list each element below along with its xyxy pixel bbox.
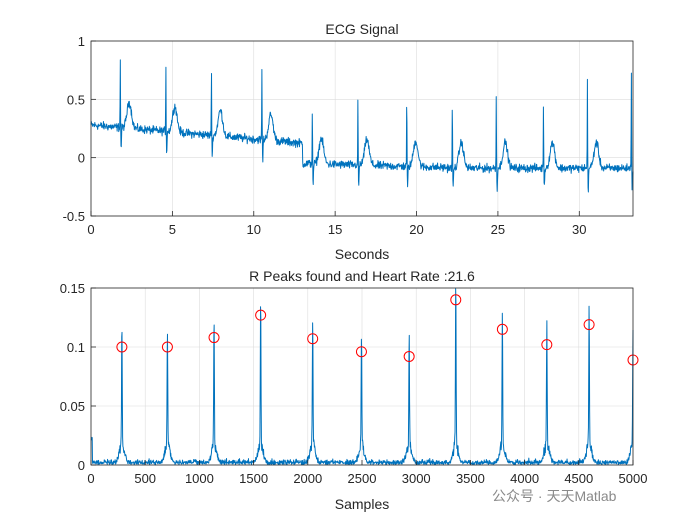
x-tick-label: 20 <box>409 222 423 237</box>
r-peak-marker <box>355 346 367 358</box>
rpeaks-markers <box>116 294 639 366</box>
ecg-axes-box <box>90 40 634 217</box>
watermark-text: 公众号 · 天天Matlab <box>492 488 617 504</box>
x-tick-label: 0 <box>87 471 94 486</box>
r-peak-marker <box>403 350 415 362</box>
r-peak-marker <box>496 323 508 335</box>
r-peak-marker <box>116 341 128 353</box>
x-tick-label: 4000 <box>510 471 539 486</box>
r-peak-marker <box>541 339 553 351</box>
x-tick-label: 2500 <box>348 471 377 486</box>
y-tick-label: 0 <box>78 458 85 473</box>
x-tick-label: 5000 <box>619 471 648 486</box>
ecg-title: ECG Signal <box>325 21 398 37</box>
y-tick-label: 1 <box>78 34 85 49</box>
r-peak-marker <box>583 319 595 331</box>
r-peak-marker <box>450 294 462 306</box>
x-tick-label: 15 <box>328 222 342 237</box>
x-tick-label: 1000 <box>185 471 214 486</box>
r-peak-marker <box>255 309 267 321</box>
y-tick-label: 0.05 <box>60 399 85 414</box>
rpeaks-title: R Peaks found and Heart Rate :21.6 <box>249 268 475 284</box>
x-tick-label: 1500 <box>239 471 268 486</box>
x-tick-label: 25 <box>491 222 505 237</box>
r-peak-marker <box>208 332 220 344</box>
x-tick-label: 4500 <box>564 471 593 486</box>
x-tick-label: 3500 <box>456 471 485 486</box>
y-tick-label: 0.1 <box>67 340 85 355</box>
x-tick-label: 30 <box>572 222 586 237</box>
x-tick-label: 500 <box>134 471 156 486</box>
x-tick-label: 5 <box>169 222 176 237</box>
x-tick-label: 0 <box>87 222 94 237</box>
y-tick-label: 0.5 <box>67 92 85 107</box>
r-peak-marker <box>307 333 319 345</box>
y-tick-label: 0.15 <box>60 281 85 296</box>
x-tick-label: 2000 <box>293 471 322 486</box>
rpeaks-xlabel: Samples <box>335 496 389 512</box>
r-peak-marker <box>161 341 173 353</box>
rpeaks-ticks: 0 500 1000 1500 2000 2500 3000 3500 4000 4500 5000… <box>60 281 648 486</box>
rpeaks-axes: 0 500 1000 1500 2000 2500 3000 3500 4000 4500 5000… <box>60 268 648 512</box>
y-tick-label: -0.5 <box>63 209 85 224</box>
ecg-ticks: 0 5 10 15 20 25 30-0.500.51 <box>63 34 587 237</box>
rpeaks-signal-line <box>90 288 634 466</box>
x-tick-label: 3000 <box>402 471 431 486</box>
y-tick-label: 0 <box>78 151 85 166</box>
ecg-xlabel: Seconds <box>335 246 389 262</box>
ecg-axes: 0 5 10 15 20 25 30-0.500.51 ECG Signal Seconds <box>63 21 634 262</box>
x-tick-label: 10 <box>247 222 261 237</box>
ecg-signal-line <box>90 59 634 193</box>
